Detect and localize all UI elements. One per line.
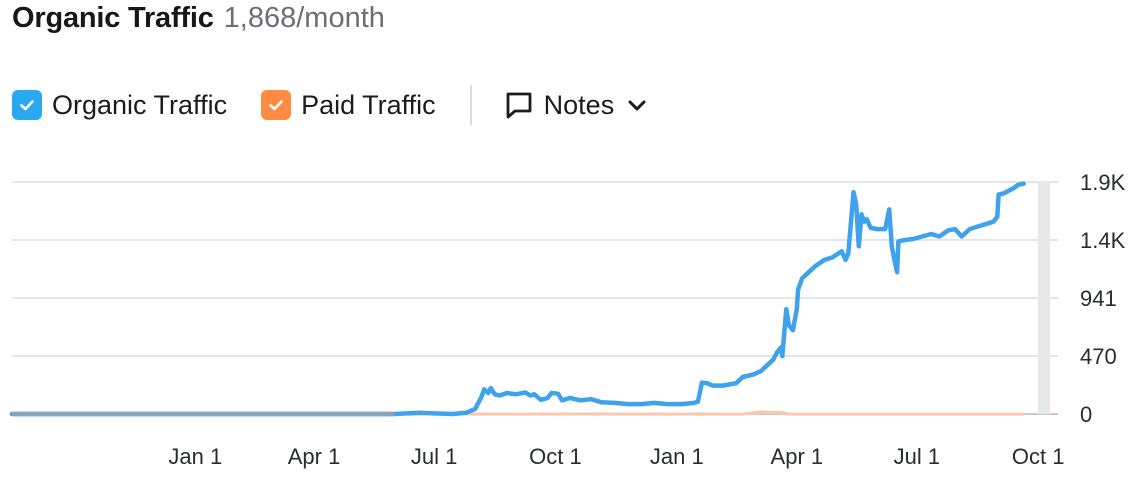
current-period-band <box>1038 182 1050 414</box>
notes-dropdown[interactable]: Notes <box>504 90 649 121</box>
organic-traffic-line[interactable] <box>9 181 1026 417</box>
y-tick-label: 1.4K <box>1080 228 1126 253</box>
y-tick-label: 0 <box>1080 402 1092 427</box>
y-tick-label: 941 <box>1080 286 1117 311</box>
legend-item-organic-traffic[interactable]: Organic Traffic <box>12 90 227 121</box>
monthly-traffic-value: 1,868/month <box>223 2 385 34</box>
notes-label: Notes <box>543 89 615 120</box>
checkmark-icon <box>20 100 34 111</box>
legend-item-paid-traffic[interactable]: Paid Traffic <box>261 90 436 121</box>
chart-title: Organic Traffic <box>12 2 214 34</box>
x-tick-label: Jan 1 <box>168 444 222 469</box>
paid-traffic-label: Paid Traffic <box>301 89 436 120</box>
x-tick-label: Oct 1 <box>1012 444 1065 469</box>
paid-traffic-checkbox[interactable] <box>261 90 292 120</box>
x-tick-label: Jan 1 <box>650 444 704 469</box>
organic-traffic-label: Organic Traffic <box>52 89 228 120</box>
x-tick-label: Jul 1 <box>411 444 457 469</box>
legend-divider <box>469 85 472 125</box>
organic-traffic-checkbox[interactable] <box>12 90 42 120</box>
y-tick-label: 470 <box>1080 344 1117 369</box>
x-tick-label: Oct 1 <box>529 444 582 469</box>
x-tick-label: Jul 1 <box>894 444 940 469</box>
x-tick-label: Apr 1 <box>288 444 341 469</box>
chevron-down-icon <box>628 100 646 111</box>
x-tick-label: Apr 1 <box>771 444 824 469</box>
paid-traffic-line[interactable] <box>10 410 1026 416</box>
checkmark-icon <box>269 100 283 111</box>
chart-header: Organic Traffic 1,868/month <box>12 2 385 46</box>
speech-bubble-icon <box>506 92 532 119</box>
legend-bar: Organic Traffic Paid Traffic Notes <box>12 84 648 126</box>
y-tick-label: 1.9K <box>1080 170 1126 195</box>
